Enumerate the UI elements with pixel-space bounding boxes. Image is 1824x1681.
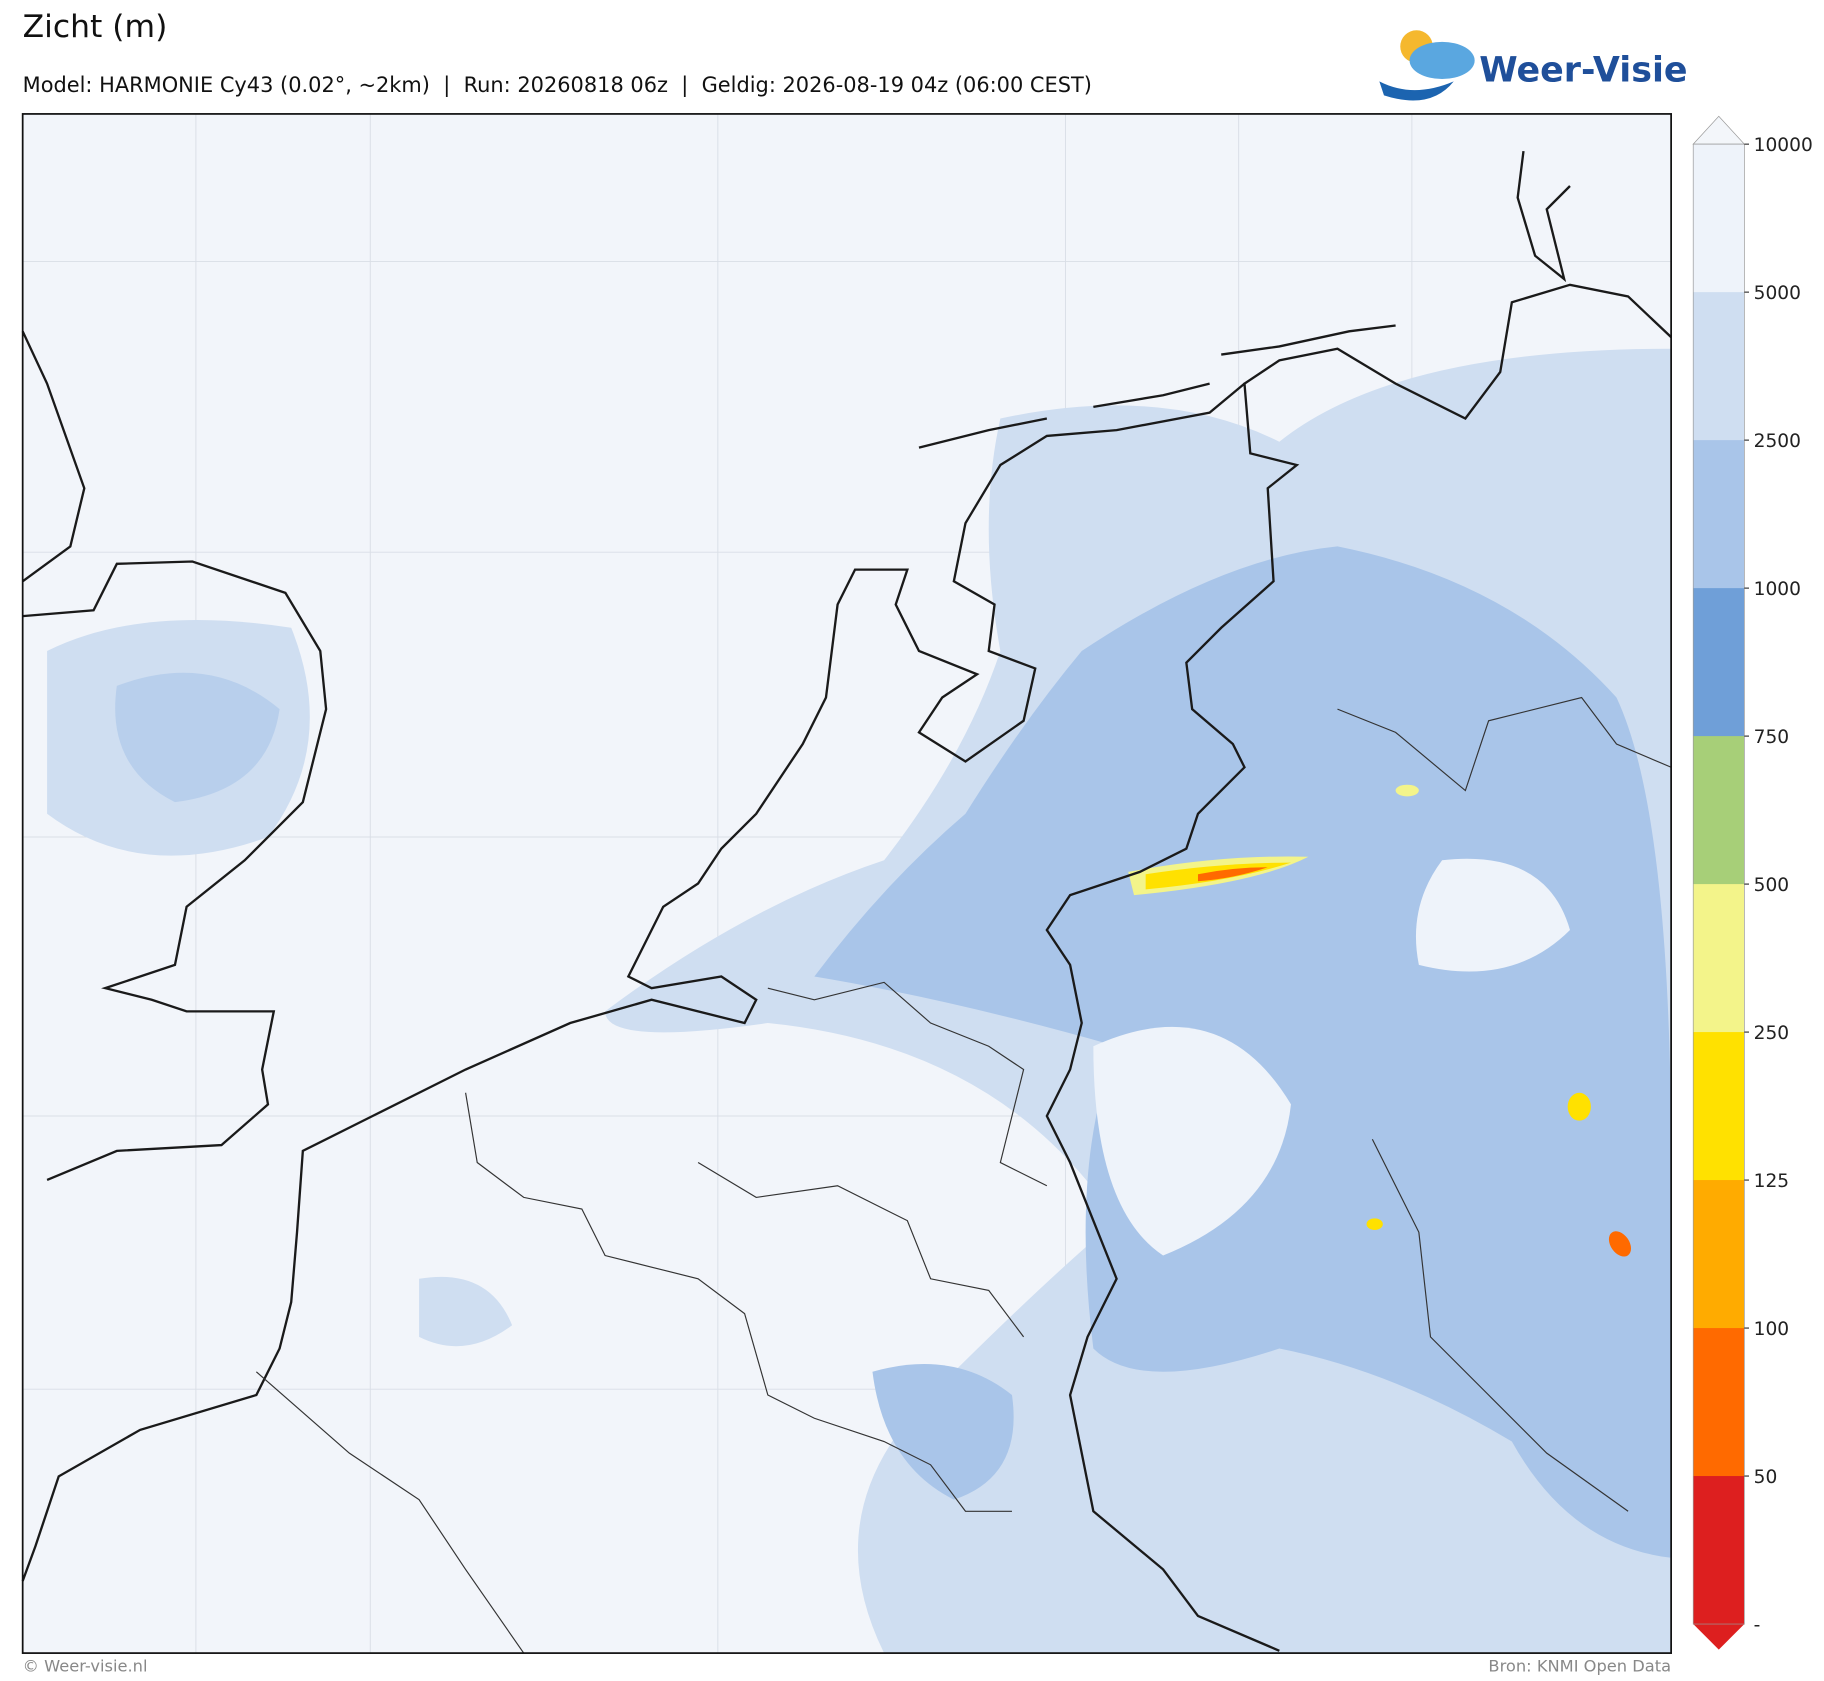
border [1371,1139,1629,1512]
footer-right: Bron: KNMI Open Data [1488,1657,1671,1676]
colorbar-bin [1693,736,1745,885]
colorbar-label: 250 [1754,1023,1790,1044]
colorbar-bin [1693,144,1745,293]
colorbar-label: 1000 [1754,579,1801,600]
map [21,113,1672,1654]
colorbar-bottom-label: - [1754,1615,1761,1636]
coastlines [21,150,1672,1652]
logo-wave [1379,81,1454,101]
map-frame [21,113,1672,1654]
visibility-field [47,348,1672,1654]
coastline [21,382,1246,1582]
logo-cloud [1409,41,1475,80]
border [767,981,1048,1187]
colorbar-label: 50 [1754,1467,1778,1488]
colorbar-bin [1693,1180,1745,1329]
colorbar-extend-top [1692,115,1746,145]
footer-left: © Weer-visie.nl [23,1657,148,1676]
fog-patch [1197,867,1268,882]
border-thick [1045,283,1672,1652]
field-area [872,1364,1014,1500]
coastline [21,330,86,583]
field-area [115,672,280,803]
fog-patch [1366,1218,1383,1230]
logo-text: Weer-Visie [1479,50,1687,90]
colorbar-bin [1693,884,1745,1033]
wadden-islands [918,324,1396,449]
colorbar-bin [1693,1032,1745,1181]
border [255,1371,525,1654]
colorbar-label: 5000 [1754,283,1801,304]
field-area [419,1276,513,1347]
borders [255,696,1672,1654]
coastline [22,560,328,1182]
colorbar-bin [1693,1476,1745,1625]
colorbar-bin [1693,1328,1745,1477]
colorbar-label: 750 [1754,727,1790,748]
colorbar-bin [1693,292,1745,441]
colorbar-extend-bottom [1693,1624,1745,1650]
field-area [1415,858,1570,972]
border [465,1092,1012,1512]
colorbar-bin [1693,440,1745,589]
title: Zicht (m) [23,9,168,45]
field-area [1093,1026,1291,1256]
colorbar-label: 10000 [1754,135,1813,156]
colorbar-label: 2500 [1754,431,1801,452]
subtitle: Model: HARMONIE Cy43 (0.02°, ~2km) | Run… [23,73,1092,98]
logo: Weer-Visie [1379,30,1688,101]
fog-patch [1567,1092,1591,1121]
colorbar-bin [1693,588,1745,737]
colorbar-label: 125 [1754,1171,1790,1192]
fog-patch [1395,784,1419,797]
colorbar-label: 500 [1754,875,1790,896]
colorbar: 10000 5000 2500 1000 750 500 250 125 100 50 - [1692,115,1813,1650]
border [1337,696,1672,792]
fog-patch [1608,1231,1632,1257]
border [697,1162,1025,1338]
colorbar-label: 100 [1754,1319,1790,1340]
coastline [1516,150,1571,283]
